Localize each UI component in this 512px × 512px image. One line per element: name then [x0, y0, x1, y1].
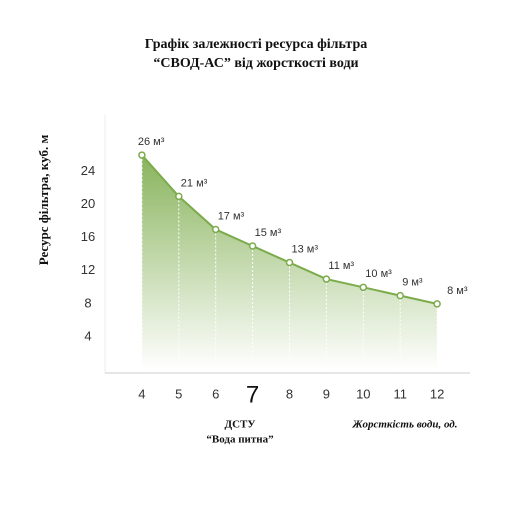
x-tick-label: 6 [212, 386, 219, 401]
y-tick-label: 12 [81, 262, 95, 277]
x-axis-label: Жорсткість води, од. [352, 419, 458, 431]
y-tick-label: 24 [81, 163, 95, 178]
data-label: 13 м³ [292, 243, 319, 255]
data-label: 17 м³ [218, 210, 245, 222]
y-tick-label: 20 [81, 196, 95, 211]
marker [211, 225, 220, 234]
data-label: 21 м³ [181, 177, 208, 189]
annotation: “Вода питна” [206, 434, 273, 446]
x-tick-label: 12 [430, 386, 444, 401]
marker [248, 242, 257, 250]
data-label: 11 м³ [328, 260, 354, 272]
y-tick-label: 4 [84, 328, 91, 343]
marker [322, 275, 331, 283]
y-axis-label: Ресурс фільтра, куб. м [36, 135, 51, 266]
x-tick-label: 8 [286, 386, 293, 401]
data-label: 8 м³ [447, 285, 468, 297]
data-label: 15 м³ [255, 227, 282, 239]
y-tick-label: 8 [84, 295, 91, 310]
marker [396, 291, 404, 300]
chart-title: “СВОД-АС” від жорсткості води [153, 56, 358, 71]
x-tick-label: 11 [393, 386, 407, 401]
x-tick-label: 10 [356, 386, 370, 401]
marker [359, 283, 368, 292]
x-tick-label: 4 [138, 386, 145, 401]
annotation: ДСТУ [225, 419, 256, 431]
data-label: 26 м³ [138, 136, 165, 148]
y-tick-label: 16 [81, 229, 95, 244]
x-tick-label: 5 [175, 386, 182, 401]
marker [138, 151, 146, 159]
data-label: 10 м³ [365, 268, 392, 280]
marker [175, 192, 183, 201]
data-label: 9 м³ [402, 277, 423, 289]
x-tick-label: 9 [323, 386, 330, 401]
x-tick-label: 7 [246, 381, 259, 408]
marker [433, 300, 441, 308]
chart-title: Графік залежності ресурса фільтра [145, 37, 367, 52]
marker [285, 258, 294, 267]
